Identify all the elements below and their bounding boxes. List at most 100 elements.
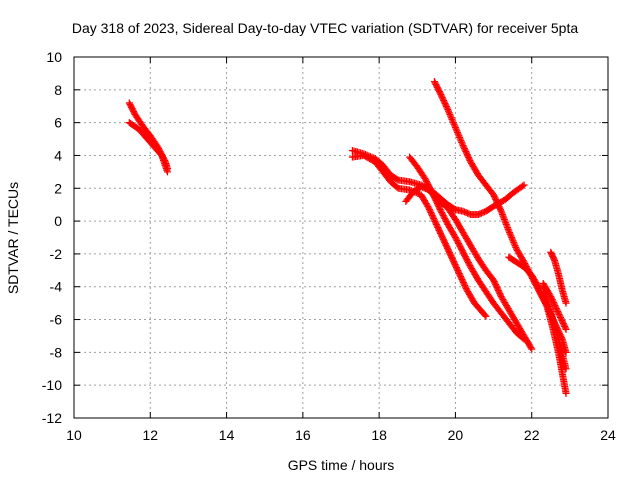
data-point bbox=[552, 305, 560, 313]
data-point bbox=[454, 267, 462, 275]
data-point bbox=[552, 303, 560, 311]
data-point bbox=[456, 133, 464, 141]
data-point bbox=[460, 143, 468, 151]
data-point bbox=[451, 124, 459, 132]
data-point bbox=[492, 195, 500, 203]
data-point bbox=[497, 206, 505, 214]
data-point bbox=[547, 293, 555, 301]
data-point bbox=[433, 222, 441, 230]
data-point bbox=[457, 273, 465, 281]
data-point bbox=[447, 252, 455, 260]
data-point bbox=[442, 103, 450, 111]
data-point bbox=[439, 234, 447, 242]
data-point bbox=[417, 183, 425, 191]
data-point bbox=[494, 285, 502, 293]
y-tick-label: -6 bbox=[50, 312, 63, 328]
data-point bbox=[561, 324, 569, 332]
data-point bbox=[455, 270, 463, 278]
data-point bbox=[492, 282, 500, 290]
data-point bbox=[452, 264, 460, 272]
data-point bbox=[463, 149, 471, 157]
data-point bbox=[554, 307, 562, 315]
data-point bbox=[428, 211, 436, 219]
data-point bbox=[425, 205, 433, 213]
data-point bbox=[509, 237, 517, 245]
data-point bbox=[422, 185, 430, 193]
data-point bbox=[562, 299, 570, 307]
data-point bbox=[490, 191, 498, 199]
data-point bbox=[425, 204, 433, 212]
data-point bbox=[440, 237, 448, 245]
data-point bbox=[508, 235, 516, 243]
data-point bbox=[163, 168, 171, 176]
data-point bbox=[437, 229, 445, 237]
data-point bbox=[452, 262, 460, 270]
data-point bbox=[459, 279, 467, 287]
data-point bbox=[437, 91, 445, 99]
data-point bbox=[449, 117, 457, 125]
data-point bbox=[449, 256, 457, 264]
data-point bbox=[450, 120, 458, 128]
data-point bbox=[559, 318, 567, 326]
data-point bbox=[549, 297, 557, 305]
data-point bbox=[553, 306, 561, 314]
data-point bbox=[454, 128, 462, 136]
data-point bbox=[458, 276, 466, 284]
data-point bbox=[520, 181, 528, 189]
y-tick-label: -2 bbox=[50, 246, 63, 262]
data-point bbox=[562, 389, 570, 397]
data-point bbox=[450, 259, 458, 267]
y-tick-label: 2 bbox=[54, 180, 62, 196]
data-point bbox=[440, 98, 448, 106]
x-axis-label: GPS time / hours bbox=[288, 457, 395, 473]
data-point bbox=[445, 247, 453, 255]
y-tick-label: -12 bbox=[42, 410, 62, 426]
data-point bbox=[455, 268, 463, 276]
y-tick-label: -4 bbox=[50, 279, 63, 295]
x-tick-label: 22 bbox=[524, 427, 540, 443]
data-point bbox=[442, 101, 450, 109]
data-point bbox=[528, 345, 536, 353]
data-point bbox=[493, 198, 501, 206]
data-point bbox=[461, 283, 469, 291]
data-point bbox=[440, 97, 448, 105]
data-point bbox=[428, 210, 436, 218]
data-point bbox=[508, 234, 516, 241]
data-point bbox=[477, 209, 485, 217]
data-point bbox=[460, 280, 468, 288]
data-point bbox=[474, 211, 482, 219]
data-point bbox=[427, 208, 435, 216]
data-point bbox=[447, 112, 455, 120]
data-point bbox=[512, 243, 520, 251]
data-point bbox=[492, 281, 500, 289]
plot-frame bbox=[73, 56, 609, 419]
data-point bbox=[453, 127, 461, 135]
data-point bbox=[505, 227, 513, 235]
data-points bbox=[125, 78, 570, 397]
data-point bbox=[465, 155, 473, 163]
data-point bbox=[550, 299, 558, 307]
data-point bbox=[438, 232, 446, 240]
data-point bbox=[479, 209, 487, 217]
data-point bbox=[437, 231, 445, 239]
data-point bbox=[510, 240, 518, 248]
data-point bbox=[496, 204, 504, 212]
data-point bbox=[550, 300, 558, 308]
y-tick-label: -10 bbox=[42, 377, 62, 393]
data-point bbox=[495, 203, 503, 211]
x-tick-label: 18 bbox=[371, 427, 387, 443]
y-tick-label: 0 bbox=[54, 213, 62, 229]
data-point bbox=[506, 229, 514, 237]
data-point bbox=[453, 265, 461, 273]
data-point bbox=[451, 261, 459, 269]
x-tick-label: 20 bbox=[448, 427, 464, 443]
data-point bbox=[454, 130, 462, 138]
data-point bbox=[419, 183, 427, 191]
data-point bbox=[436, 89, 444, 97]
data-point bbox=[490, 278, 498, 286]
data-point bbox=[444, 246, 452, 254]
data-point bbox=[449, 119, 457, 127]
data-point bbox=[443, 104, 451, 112]
data-point bbox=[492, 197, 500, 205]
